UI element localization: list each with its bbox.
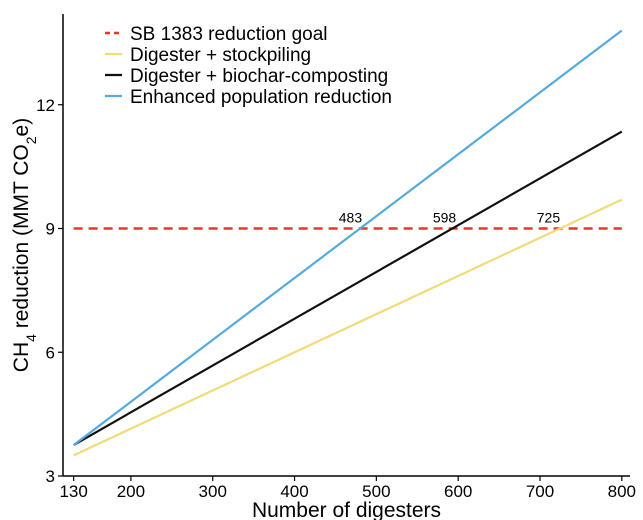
y-tick-label: 6 — [46, 343, 55, 362]
y-tick-label: 9 — [46, 220, 55, 239]
y-title-sub1: 4 — [23, 334, 39, 342]
x-tick-label: 600 — [444, 482, 472, 501]
series-line-digester-stockpiling — [73, 198, 623, 457]
crossing-label: 725 — [537, 210, 561, 226]
crossing-label: 598 — [433, 210, 457, 226]
x-tick-label: 300 — [199, 482, 227, 501]
x-axis-title: Number of digesters — [252, 499, 441, 520]
crossing-labels: 483 598 725 — [339, 210, 561, 226]
y-title-sub2: 2 — [23, 136, 39, 144]
x-tick-label: 400 — [280, 482, 308, 501]
crossing-label: 483 — [339, 210, 363, 226]
axes — [62, 14, 630, 477]
series-line-enhanced-population-reduction — [72, 29, 623, 446]
legend-label: Digester + stockpiling — [130, 45, 311, 66]
y-title-middle: reduction (MMT CO — [10, 144, 33, 334]
x-tick-label: 130 — [59, 482, 87, 501]
y-title-prefix: CH — [10, 342, 33, 372]
x-tick-label: 700 — [526, 482, 554, 501]
ticks: 130 200 300 400 500 600 700 800 3 6 9 12 — [36, 96, 636, 501]
legend-label: Enhanced population reduction — [130, 87, 392, 108]
y-axis-title: CH4 reduction (MMT CO2e) — [10, 118, 39, 372]
series-line-digester-biochar-composting — [73, 130, 623, 447]
x-tick-label: 800 — [608, 482, 636, 501]
y-tick-label: 3 — [46, 467, 55, 486]
legend-label: Digester + biochar-composting — [130, 66, 388, 87]
series-layer — [72, 29, 623, 457]
y-tick-label: 12 — [36, 96, 55, 115]
x-tick-label: 500 — [362, 482, 390, 501]
y-title-suffix: e) — [10, 118, 33, 137]
legend-label: SB 1383 reduction goal — [130, 24, 328, 45]
x-tick-label: 200 — [117, 482, 145, 501]
